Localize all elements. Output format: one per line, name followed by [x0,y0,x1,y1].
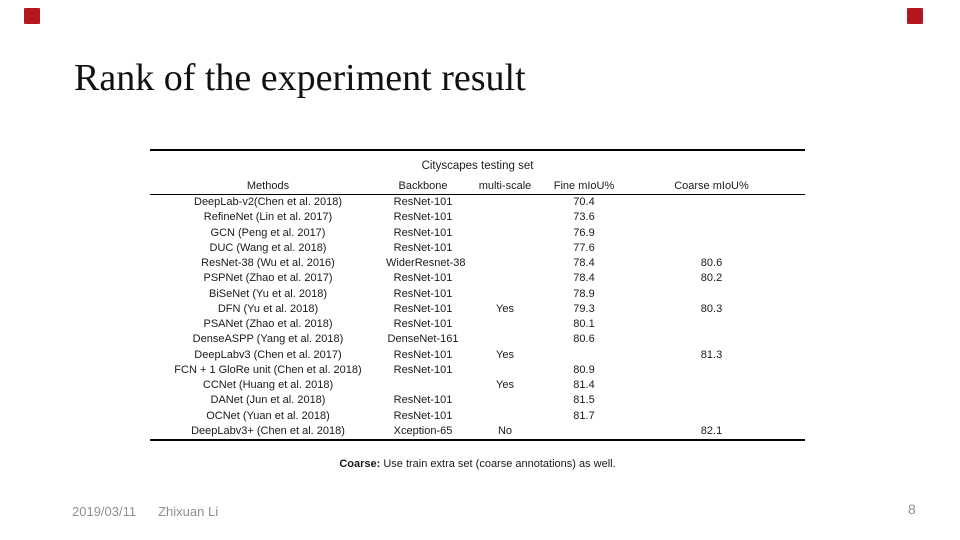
table-cell: Yes [496,302,514,315]
table-cell: BiSeNet (Yu et al. 2018) [208,287,327,300]
table-cell: 76.9 [573,226,595,239]
table-row: OCNet (Yuan et al. 2018) ResNet-101 81.7 [150,409,805,424]
table-cell: 80.9 [573,363,595,376]
table-row: DFN (Yu et al. 2018) ResNet-101 Yes 79.3 80.… [150,302,805,317]
column-header-multi-scale: multi-scale [478,179,532,192]
table-cell: ResNet-38 (Wu et al. 2016) [201,257,335,270]
red-corner-mark-left [24,8,40,24]
table-cell: 70.4 [573,196,595,209]
table-cell: 80.6 [700,257,723,270]
table-cell: 77.6 [573,241,595,254]
table-row: DeepLabv3+ (Chen et al. 2018) Xception-65… [150,424,805,439]
table-cell: PSPNet (Zhao et al. 2017) [203,272,333,285]
table-cell: DUC (Wang et al. 2018) [209,241,327,254]
table-row: DUC (Wang et al. 2018) ResNet-101 77.6 [150,241,805,256]
table-cell: DenseNet-161 [387,333,459,346]
table-row: DeepLabv3 (Chen et al. 2017) ResNet-101 Ye… [150,348,805,363]
red-corner-mark-right [907,8,923,24]
table-row: PSPNet (Zhao et al. 2017) ResNet-101 78.4 8… [150,271,805,286]
table-row: DenseASPP (Yang et al. 2018) DenseNet-161… [150,332,805,347]
table-cell: 80.2 [700,272,723,285]
table-row: PSANet (Zhao et al. 2018) ResNet-101 80.1 [150,317,805,332]
table-row: FCN + 1 GloRe unit (Chen et al. 2018) Res… [150,363,805,378]
table-cell: Yes [496,348,514,361]
table-cell: 81.3 [700,348,723,361]
table-row: ResNet-38 (Wu et al. 2016) WiderResnet-38… [150,256,805,271]
table-cell: Yes [496,379,514,392]
table-cell: 73.6 [573,211,595,224]
table-body: DeepLab-v2(Chen et al. 2018) ResNet-101 70… [150,195,805,441]
table-cell: CCNet (Huang et al. 2018) [202,379,334,392]
table-cell: DenseASPP (Yang et al. 2018) [192,333,344,346]
column-header-fine-miou: Fine mIoU% [553,179,615,192]
table-cell: 81.5 [573,394,595,407]
table-cell: 80.1 [573,318,595,331]
table-cell: DFN (Yu et al. 2018) [217,302,319,315]
table-cell: ResNet-101 [393,241,453,254]
table-note: Coarse: Use train extra set (coarse anno… [150,458,805,470]
table-cell: 80.3 [700,302,723,315]
table-row: RefineNet (Lin et al. 2017) ResNet-101 73.… [150,210,805,225]
table-caption: Cityscapes testing set [421,160,534,172]
table-cell: Xception-65 [393,424,453,437]
table-cell: 78.4 [573,272,595,285]
note-text: Use train extra set (coarse annotations)… [383,458,616,470]
table-cell: 80.6 [573,333,595,346]
footer-date: 2019/03/11 [72,504,137,519]
page-title: Rank of the experiment result [74,57,526,99]
table-row: DeepLab-v2(Chen et al. 2018) ResNet-101 70… [150,195,805,210]
table-cell: ResNet-101 [393,211,453,224]
table-row: CCNet (Huang et al. 2018) Yes 81.4 [150,378,805,393]
table-cell: ResNet-101 [393,318,453,331]
table-cell: ResNet-101 [393,226,453,239]
table-cell: DeepLabv3 (Chen et al. 2017) [194,348,342,361]
table-cell: ResNet-101 [393,348,453,361]
table-cell: ResNet-101 [393,196,453,209]
table-header-row: Methods Backbone multi-scale Fine mIoU% … [150,178,805,195]
table-row: DANet (Jun et al. 2018) ResNet-101 81.5 [150,393,805,408]
table-cell: 78.9 [573,287,595,300]
table-cell: No [497,424,513,437]
page-number: 8 [908,501,916,517]
table-cell: ResNet-101 [393,409,453,422]
footer-author: Zhixuan Li [158,504,219,519]
table-cell: DANet (Jun et al. 2018) [210,394,326,407]
column-header-methods: Methods [246,179,290,192]
table-cell: 78.4 [573,257,595,270]
table-cell: GCN (Peng et al. 2017) [210,226,326,239]
table-cell: OCNet (Yuan et al. 2018) [206,409,330,422]
results-table: Cityscapes testing set Methods Backbone … [150,149,805,441]
table-cell: RefineNet (Lin et al. 2017) [203,211,333,224]
table-cell: PSANet (Zhao et al. 2018) [203,318,333,331]
table-cell: 82.1 [700,424,723,437]
table-cell: 79.3 [573,302,595,315]
table-cell: 81.7 [573,409,595,422]
table-cell: ResNet-101 [393,302,453,315]
table-cell: ResNet-101 [393,363,453,376]
column-header-coarse-miou: Coarse mIoU% [674,179,749,192]
table-row: BiSeNet (Yu et al. 2018) ResNet-101 78.9 [150,287,805,302]
table-row: GCN (Peng et al. 2017) ResNet-101 76.9 [150,226,805,241]
table-cell: FCN + 1 GloRe unit (Chen et al. 2018) [174,363,362,376]
table-cell: ResNet-101 [393,287,453,300]
table-cell: ResNet-101 [393,272,453,285]
note-label: Coarse: [339,458,381,470]
table-cell: 81.4 [573,379,595,392]
slide-footer: 2019/03/11 Zhixuan Li [72,504,218,519]
table-cell: DeepLabv3+ (Chen et al. 2018) [191,424,345,437]
column-header-backbone: Backbone [398,179,448,192]
table-cell: ResNet-101 [393,394,453,407]
table-cell: DeepLab-v2(Chen et al. 2018) [194,196,342,209]
table-cell: WiderResnet-38 [386,257,466,270]
